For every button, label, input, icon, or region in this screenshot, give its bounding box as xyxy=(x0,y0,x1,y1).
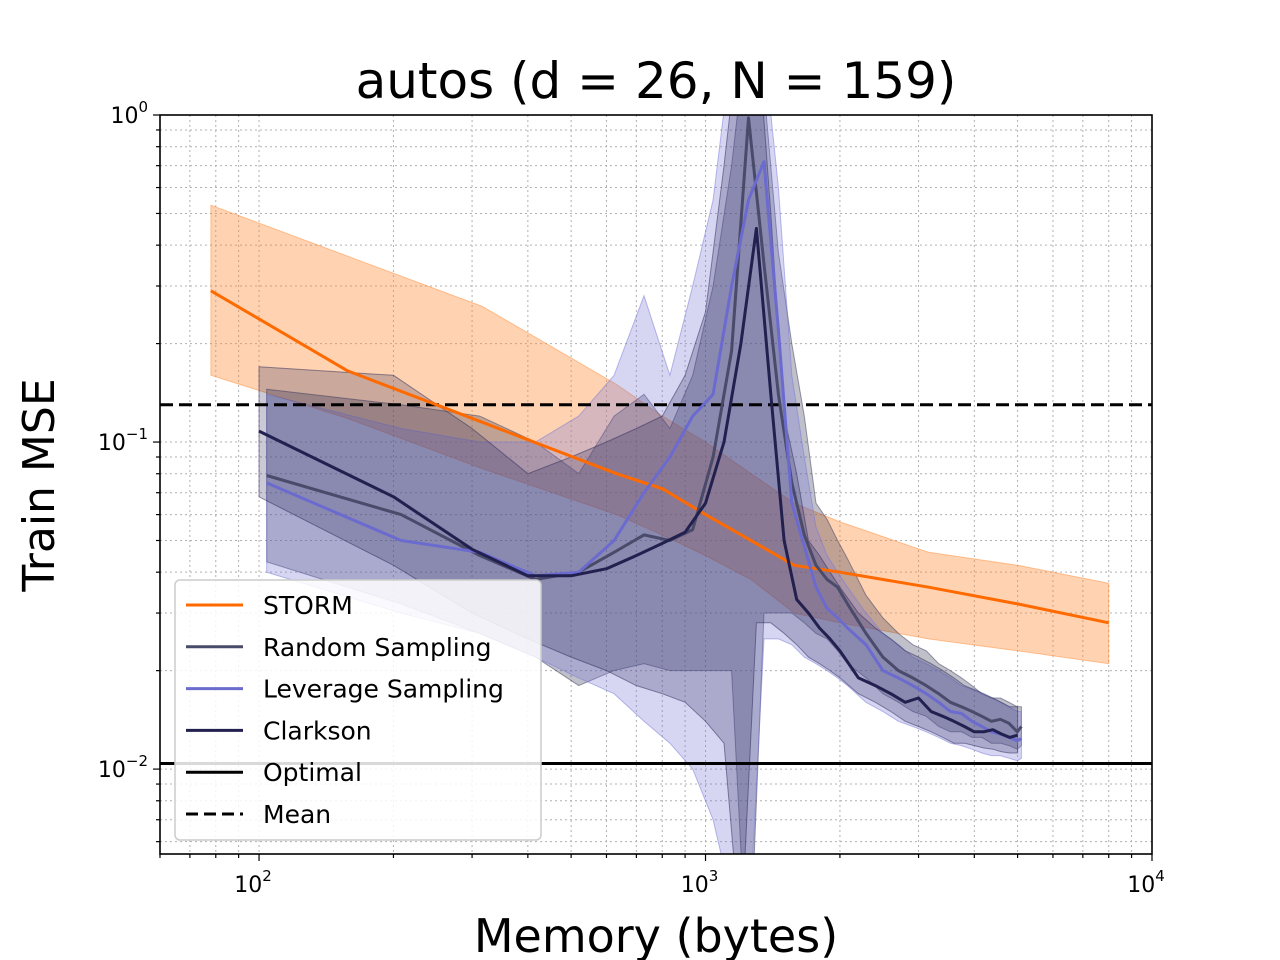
clarkson-line xyxy=(258,226,1019,739)
legend-label-storm: STORM xyxy=(263,591,353,620)
legend-label-clarkson: Clarkson xyxy=(263,716,372,745)
legend-box xyxy=(174,579,542,841)
legend: STORM Random Sampling Leverage Sampling Cla… xyxy=(174,579,542,841)
plot-frame xyxy=(159,114,1153,855)
y-tick-label: 100 xyxy=(110,98,148,129)
y-axis-label: Train MSE xyxy=(14,378,65,592)
chart-title: autos (d = 26, N = 159) xyxy=(356,52,957,110)
legend-label-mean: Mean xyxy=(263,800,331,829)
legend-label-optimal: Optimal xyxy=(263,758,362,787)
leverage-sampling-line xyxy=(266,160,1023,743)
x-axis-label: Memory (bytes) xyxy=(474,909,838,960)
storm-line xyxy=(210,289,1110,625)
y-tick-label: 10−2 xyxy=(98,752,148,783)
random-sampling-line xyxy=(266,116,1023,734)
x-tick-label: 102 xyxy=(234,867,272,898)
x-tick-label: 103 xyxy=(681,867,719,898)
series-lines xyxy=(210,116,1110,743)
clarkson-band xyxy=(258,115,1019,854)
x-tick-label: 104 xyxy=(1127,867,1165,898)
confidence-bands xyxy=(210,115,1110,854)
legend-label-random-sampling: Random Sampling xyxy=(263,633,491,662)
legend-label-leverage-sampling: Leverage Sampling xyxy=(263,675,504,704)
y-tick-label: 10−1 xyxy=(98,425,148,456)
leverage-sampling-band xyxy=(266,115,1022,854)
